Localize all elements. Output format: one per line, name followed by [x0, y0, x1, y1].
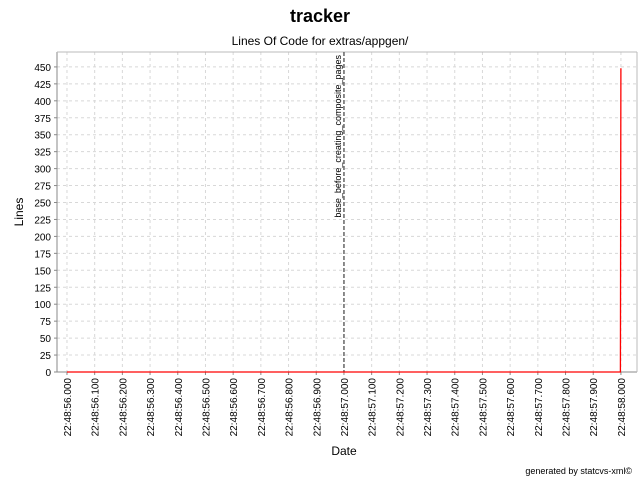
y-tick-label: 350	[34, 131, 51, 142]
y-tick-label: 325	[34, 148, 51, 159]
x-tick-label: 22:48:56.700	[257, 378, 268, 437]
x-tick-label: 22:48:56.400	[174, 378, 185, 437]
x-tick-label: 22:48:57.000	[340, 378, 351, 437]
x-tick-label: 22:48:57.800	[562, 378, 573, 437]
x-tick-label: 22:48:56.800	[285, 378, 296, 437]
x-tick-label: 22:48:58.000	[617, 378, 628, 437]
x-tick-label: 22:48:57.100	[368, 378, 379, 437]
x-axis-label: Date	[331, 444, 357, 458]
x-tick-label: 22:48:56.000	[63, 378, 74, 437]
x-tick-label: 22:48:57.200	[395, 378, 406, 437]
y-tick-label: 275	[34, 182, 51, 193]
x-tick-label: 22:48:57.500	[478, 378, 489, 437]
x-tick-label: 22:48:56.500	[201, 378, 212, 437]
y-tick-label: 150	[34, 266, 51, 277]
y-tick-label: 175	[34, 249, 51, 260]
y-tick-label: 250	[34, 199, 51, 210]
y-tick-label: 200	[34, 232, 51, 243]
x-tick-label: 22:48:57.900	[589, 378, 600, 437]
x-tick-label: 22:48:57.300	[423, 378, 434, 437]
x-tick-label: 22:48:57.700	[534, 378, 545, 437]
marker-label: base_before_creating_composite_pages	[333, 55, 343, 218]
y-tick-label: 300	[34, 165, 51, 176]
y-tick-label: 450	[34, 63, 51, 74]
x-tick-label: 22:48:56.100	[91, 378, 102, 437]
chart-title: tracker	[290, 6, 350, 26]
y-tick-label: 50	[40, 334, 52, 345]
x-tick-label: 22:48:56.300	[146, 378, 157, 437]
x-tick-label: 22:48:56.600	[229, 378, 240, 437]
x-tick-label: 22:48:56.900	[312, 378, 323, 437]
y-tick-label: 75	[40, 317, 52, 328]
x-tick-label: 22:48:57.400	[451, 378, 462, 437]
y-tick-label: 25	[40, 351, 52, 362]
y-tick-label: 0	[45, 368, 51, 379]
y-tick-label: 100	[34, 300, 51, 311]
y-tick-label: 125	[34, 283, 51, 294]
y-axis-label: Lines	[12, 198, 26, 227]
y-tick-label: 225	[34, 215, 51, 226]
footer-credit: generated by statcvs-xml©	[525, 466, 632, 476]
y-tick-label: 375	[34, 114, 51, 125]
plot-area	[57, 52, 637, 372]
x-tick-label: 22:48:57.600	[506, 378, 517, 437]
chart-subtitle: Lines Of Code for extras/appgen/	[232, 34, 409, 48]
x-tick-label: 22:48:56.200	[118, 378, 129, 437]
y-tick-label: 425	[34, 80, 51, 91]
y-tick-label: 400	[34, 97, 51, 108]
